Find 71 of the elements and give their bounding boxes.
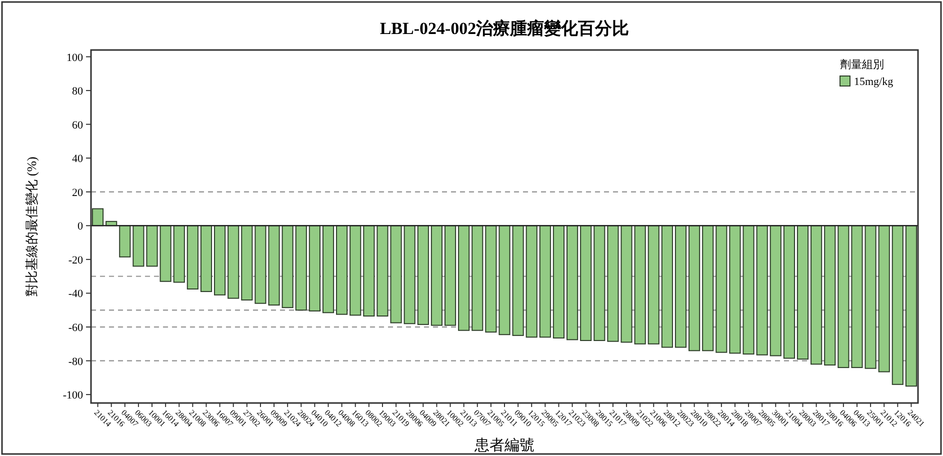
bar	[552, 225, 565, 338]
bar	[688, 225, 700, 352]
bar	[620, 225, 632, 343]
bar	[119, 225, 131, 258]
bar	[241, 225, 253, 300]
bar	[648, 225, 660, 344]
y-tick-label: 80	[72, 86, 84, 98]
bar	[512, 225, 524, 336]
bar	[526, 225, 538, 338]
bar	[350, 225, 362, 316]
bar	[444, 225, 456, 326]
y-tick-label: 100	[66, 52, 84, 64]
bar	[783, 225, 795, 359]
bar	[458, 225, 470, 331]
y-tick-label: -40	[68, 288, 84, 300]
bar	[661, 225, 673, 348]
bar	[580, 225, 592, 342]
y-tick-label: -100	[62, 390, 84, 402]
bar	[214, 225, 226, 296]
bar	[566, 225, 578, 340]
bar	[607, 225, 619, 342]
legend-label: 15mg/kg	[854, 76, 894, 88]
bar	[376, 225, 388, 317]
bar	[282, 225, 294, 308]
bar	[160, 225, 172, 282]
bar	[173, 225, 185, 283]
y-tick-label: 60	[72, 119, 84, 132]
legend: 劑量組別 15mg/kg	[840, 59, 894, 88]
bar	[796, 225, 809, 360]
bar	[390, 225, 402, 324]
bar	[132, 225, 144, 267]
bar	[485, 225, 497, 333]
bar	[824, 225, 836, 366]
bar	[810, 225, 822, 365]
bar	[186, 225, 198, 290]
bar	[430, 225, 442, 326]
bar	[146, 225, 158, 267]
y-tick-label: -20	[68, 254, 84, 266]
bar	[716, 225, 728, 353]
y-tick-label: 20	[72, 186, 84, 199]
bar	[864, 225, 876, 369]
bar	[472, 225, 484, 331]
chart-title: LBL-024-002治療腫瘤變化百分比	[380, 19, 630, 38]
y-tick-label: 40	[72, 153, 84, 166]
bar	[498, 225, 510, 336]
bar	[228, 225, 240, 299]
bar	[674, 225, 687, 348]
bar	[200, 225, 212, 292]
bar	[404, 225, 416, 324]
bar	[878, 225, 890, 372]
bar	[594, 225, 606, 342]
bar	[838, 225, 850, 368]
bar	[756, 225, 768, 356]
bar	[634, 225, 646, 344]
bar	[336, 225, 348, 315]
bar	[417, 225, 429, 325]
bar	[770, 225, 782, 356]
bar	[363, 225, 375, 317]
bar	[539, 225, 551, 338]
y-axis-title: 對比基線的最佳變化 (%)	[24, 156, 39, 296]
y-tick-label: -60	[68, 322, 84, 334]
bar	[892, 225, 904, 385]
legend-title: 劑量組別	[840, 58, 884, 71]
y-tick-label: 0	[78, 220, 84, 233]
bar	[322, 225, 334, 314]
y-tick-label: -80	[68, 356, 84, 368]
x-axis-title: 患者編號	[474, 437, 534, 454]
bar	[295, 225, 307, 311]
bar	[308, 225, 320, 312]
bar	[851, 225, 863, 368]
bar	[702, 225, 714, 352]
